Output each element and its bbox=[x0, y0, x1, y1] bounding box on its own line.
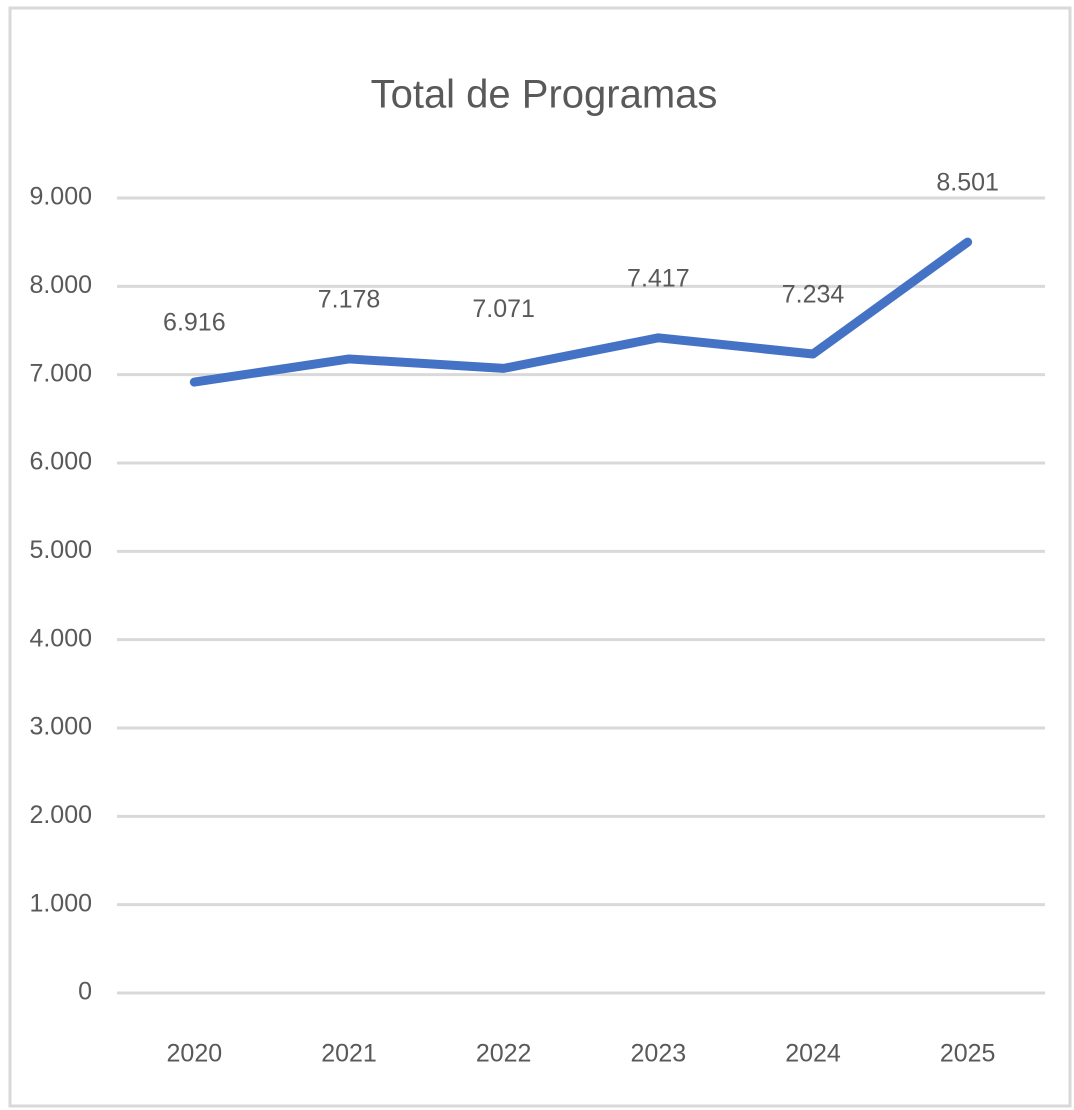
data-label: 7.234 bbox=[782, 281, 845, 309]
data-label: 7.178 bbox=[318, 286, 381, 314]
y-tick-label: 8.000 bbox=[29, 271, 92, 299]
y-tick-label: 5.000 bbox=[29, 536, 92, 564]
data-line bbox=[189, 237, 973, 387]
data-label: 7.417 bbox=[627, 264, 690, 292]
y-tick-label: 3.000 bbox=[29, 713, 92, 741]
chart-frame bbox=[8, 6, 1072, 1108]
x-tick-label: 2025 bbox=[940, 1040, 996, 1068]
y-tick-label: 6.000 bbox=[29, 448, 92, 476]
x-tick-label: 2024 bbox=[785, 1040, 841, 1068]
x-tick-label: 2020 bbox=[167, 1040, 223, 1068]
x-tick-label: 2022 bbox=[476, 1040, 532, 1068]
y-tick-label: 0 bbox=[78, 978, 92, 1006]
data-label: 6.916 bbox=[163, 309, 226, 337]
y-tick-label: 9.000 bbox=[29, 183, 92, 211]
data-label: 7.071 bbox=[472, 295, 535, 323]
y-tick-label: 1.000 bbox=[29, 889, 92, 917]
y-tick-label: 7.000 bbox=[29, 359, 92, 387]
data-label: 8.501 bbox=[936, 169, 999, 197]
x-tick-label: 2023 bbox=[631, 1040, 687, 1068]
chart-title: Total de Programas bbox=[371, 73, 718, 117]
y-tick-label: 2.000 bbox=[29, 801, 92, 829]
x-tick-label: 2021 bbox=[321, 1040, 377, 1068]
y-tick-label: 4.000 bbox=[29, 624, 92, 652]
